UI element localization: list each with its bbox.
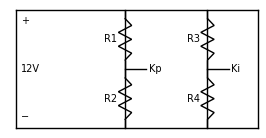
Text: Ki: Ki (231, 64, 240, 74)
Text: R1: R1 (104, 34, 117, 44)
Text: Kp: Kp (149, 64, 161, 74)
Text: R4: R4 (186, 94, 200, 104)
Text: R2: R2 (104, 94, 117, 104)
Text: 12V: 12V (21, 64, 40, 74)
Text: +: + (21, 16, 29, 26)
Text: −: − (21, 112, 30, 122)
Text: R3: R3 (186, 34, 200, 44)
